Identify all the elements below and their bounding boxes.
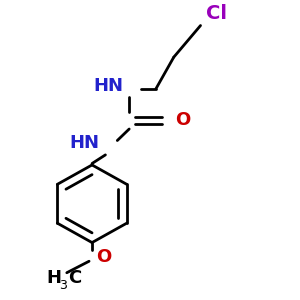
Text: Cl: Cl xyxy=(206,4,227,22)
Text: HN: HN xyxy=(93,77,123,95)
Text: O: O xyxy=(97,248,112,266)
Text: H: H xyxy=(46,269,61,287)
Text: C: C xyxy=(68,269,82,287)
Text: HN: HN xyxy=(70,134,100,152)
Text: O: O xyxy=(175,111,190,129)
Text: 3: 3 xyxy=(59,279,67,292)
